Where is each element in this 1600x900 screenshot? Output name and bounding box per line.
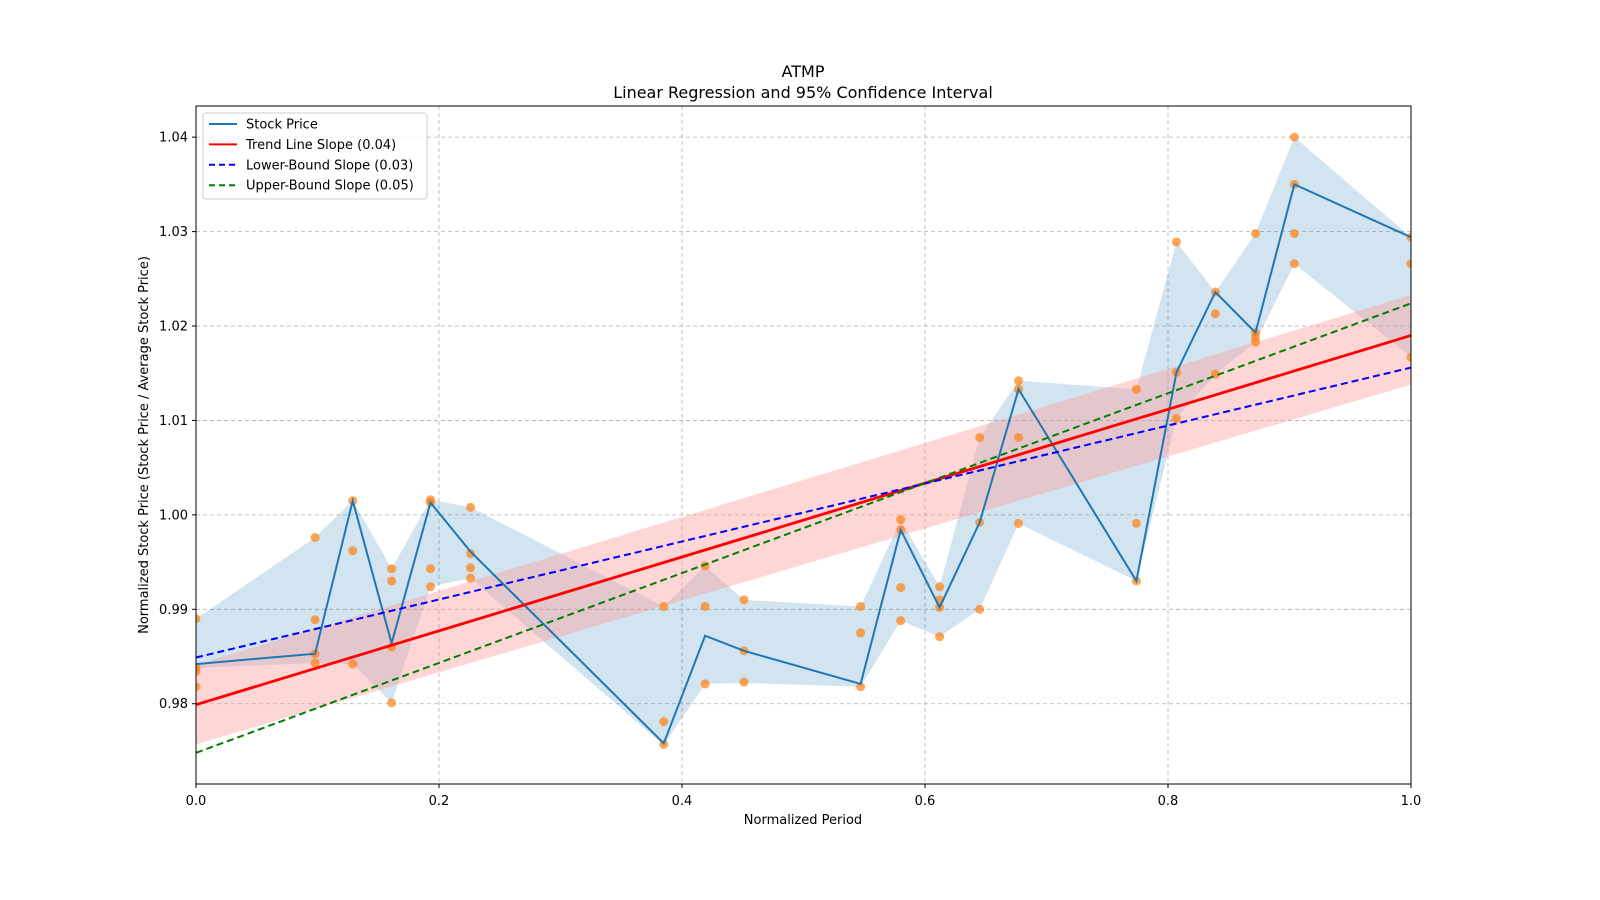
scatter-point xyxy=(1250,228,1260,238)
scatter-point xyxy=(1131,518,1141,528)
scatter-point xyxy=(196,682,201,692)
scatter-point xyxy=(387,698,397,708)
scatter-point xyxy=(466,502,476,512)
legend: Stock Price Trend Line Slope (0.04) Lower-… xyxy=(202,112,428,200)
scatter-point xyxy=(1172,237,1182,247)
plot-frame xyxy=(195,105,1412,785)
upper-bound-line xyxy=(196,302,1411,754)
scatter-point xyxy=(196,667,201,677)
scatter-point xyxy=(1210,309,1220,319)
legend-label: Lower-Bound Slope (0.03) xyxy=(246,158,413,173)
scatter-point xyxy=(1289,132,1299,142)
y-axis-label: Normalized Stock Price (Stock Price / Av… xyxy=(137,256,152,634)
legend-frame xyxy=(202,112,428,200)
scatter-point xyxy=(935,632,945,642)
y-tick-label: 1.04 xyxy=(159,131,188,146)
y-tick-label: 0.98 xyxy=(159,697,188,712)
scatter-point xyxy=(975,604,985,614)
scatter-point xyxy=(700,601,710,611)
scatter-point xyxy=(1406,352,1411,362)
legend-label: Trend Line Slope (0.04) xyxy=(245,138,396,153)
scatter-point xyxy=(1289,228,1299,238)
scatter-point xyxy=(856,628,866,638)
x-axis-label: Normalized Period xyxy=(744,813,862,828)
scatter-point xyxy=(310,533,320,543)
scatter-point xyxy=(1250,337,1260,347)
plot-area xyxy=(196,132,1411,754)
y-tick-label: 1.01 xyxy=(159,414,188,429)
y-tick-label: 1.02 xyxy=(159,320,188,335)
scatter-point xyxy=(466,549,476,559)
x-tick-label: 0.0 xyxy=(186,794,207,809)
legend-label: Upper-Bound Slope (0.05) xyxy=(246,179,414,194)
scatter-point xyxy=(739,595,749,605)
chart-subtitle: Linear Regression and 95% Confidence Int… xyxy=(613,83,993,102)
scatter-point xyxy=(659,601,669,611)
scatter-point xyxy=(1014,432,1024,442)
stock-price-line xyxy=(196,182,1411,746)
scatter-point xyxy=(896,616,906,626)
scatter-point xyxy=(856,601,866,611)
scatter-point xyxy=(1406,259,1411,269)
trend-line xyxy=(196,334,1411,707)
x-tick-label: 0.2 xyxy=(429,794,450,809)
scatter-point xyxy=(739,677,749,687)
scatter-point xyxy=(1289,259,1299,269)
scatter-point xyxy=(1172,414,1182,424)
scatter-point xyxy=(348,659,358,669)
scatter-point xyxy=(466,563,476,573)
scatter-point xyxy=(425,564,435,574)
y-tick-label: 0.99 xyxy=(159,603,188,618)
scatter-point xyxy=(700,679,710,689)
x-axis: 0.0 0.2 0.4 0.6 0.8 1.0 xyxy=(186,784,1422,809)
x-tick-label: 0.8 xyxy=(1158,794,1179,809)
scatter-point xyxy=(196,614,201,624)
chart-title: ATMP xyxy=(782,62,825,81)
scatter-point xyxy=(387,564,397,574)
scatter-point xyxy=(659,717,669,727)
scatter-point xyxy=(856,682,866,692)
y-tick-label: 1.00 xyxy=(159,508,188,523)
x-tick-label: 1.0 xyxy=(1401,794,1422,809)
scatter-point xyxy=(310,658,320,668)
x-tick-label: 0.4 xyxy=(672,794,693,809)
scatter-point xyxy=(425,582,435,592)
x-tick-label: 0.6 xyxy=(915,794,936,809)
lower-bound-line xyxy=(196,366,1411,659)
scatter-point xyxy=(466,573,476,583)
y-tick-label: 1.03 xyxy=(159,225,188,240)
scatter-point xyxy=(896,583,906,593)
scatter-point xyxy=(1014,376,1024,386)
scatter-point xyxy=(896,515,906,525)
scatter-point xyxy=(1014,518,1024,528)
legend-label: Stock Price xyxy=(246,118,318,133)
scatter-point xyxy=(348,546,358,556)
scatter-point xyxy=(975,432,985,442)
scatter-point xyxy=(935,582,945,592)
stock-price-band xyxy=(196,137,1411,746)
y-axis: 0.98 0.99 1.00 1.01 1.02 1.03 1.04 xyxy=(159,131,196,712)
scatter-point xyxy=(1131,384,1141,394)
scatter-point xyxy=(387,576,397,586)
scatter-point xyxy=(310,615,320,625)
